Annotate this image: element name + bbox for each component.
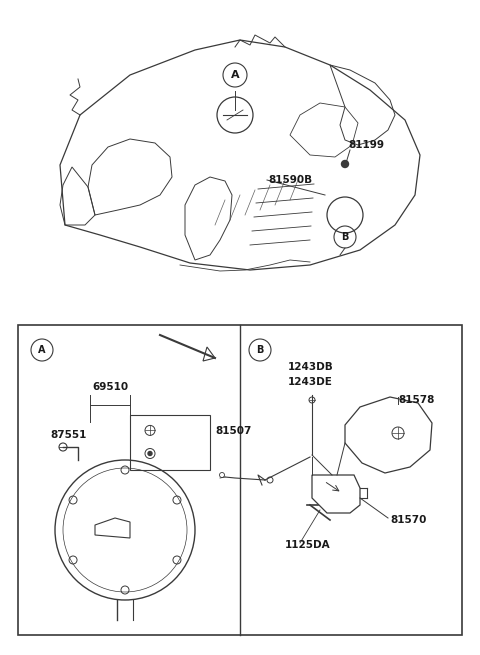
- Text: A: A: [231, 70, 240, 80]
- Text: 81570: 81570: [390, 515, 426, 525]
- Text: 1243DB: 1243DB: [288, 362, 334, 372]
- Text: 87551: 87551: [50, 430, 86, 440]
- Text: 81507: 81507: [215, 426, 252, 436]
- Text: 81590B: 81590B: [268, 175, 312, 185]
- Text: 81578: 81578: [398, 395, 434, 405]
- Text: A: A: [38, 345, 46, 355]
- Text: 1125DA: 1125DA: [285, 540, 331, 550]
- Text: 1243DE: 1243DE: [288, 377, 333, 387]
- Text: 69510: 69510: [92, 382, 128, 392]
- Text: B: B: [256, 345, 264, 355]
- Circle shape: [341, 160, 348, 168]
- Text: 81199: 81199: [348, 140, 384, 150]
- Circle shape: [148, 451, 152, 455]
- Text: B: B: [341, 232, 348, 242]
